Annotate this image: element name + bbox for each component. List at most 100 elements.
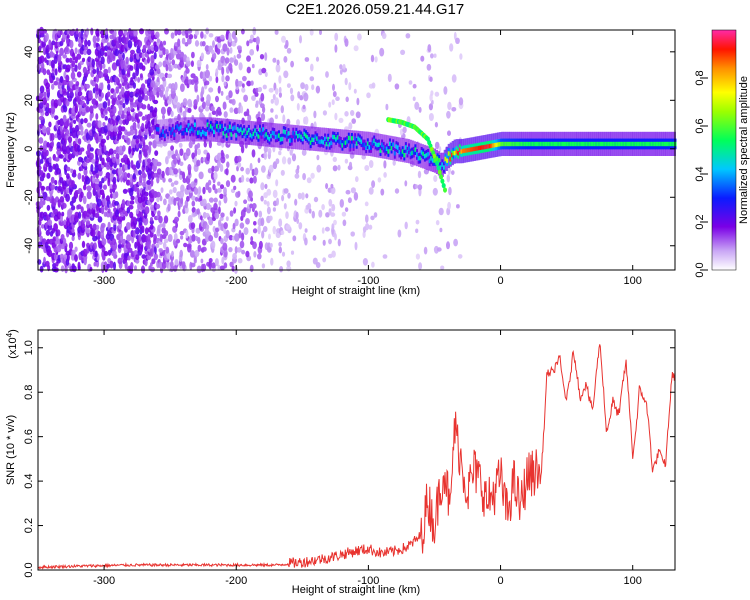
spectrogram-cell <box>245 177 250 182</box>
spectrogram-cell <box>234 59 239 66</box>
spectrogram-cell <box>295 211 299 220</box>
spectrogram-cell <box>228 37 233 43</box>
spectrogram-cell <box>56 141 61 149</box>
spectrogram-cell <box>165 86 169 93</box>
spectrogram-cell <box>75 81 80 87</box>
spectrogram-cell <box>115 152 120 160</box>
colorbar-label: Normalized spectral amplitude <box>738 76 750 224</box>
spectrogram-cell <box>239 222 245 229</box>
spectrogram-cell <box>81 240 86 248</box>
spectrogram-cell <box>132 82 136 89</box>
spectrogram-cell <box>208 197 214 203</box>
spectrogram-cell <box>161 170 165 179</box>
spectrogram-cell <box>87 56 92 63</box>
spectrogram-cell <box>449 43 454 52</box>
spectrogram-cell <box>157 210 161 217</box>
spectrogram-cell <box>427 44 432 53</box>
spectrogram-cell <box>78 211 82 219</box>
spectrogram-cell <box>71 107 75 114</box>
spectrogram-cell <box>91 98 97 105</box>
spectrogram-cell <box>46 59 50 66</box>
x-tick-label: 100 <box>624 575 642 587</box>
spectrogram-cell <box>112 118 116 127</box>
spectrogram-cell <box>408 80 413 85</box>
spectrogram-cell <box>354 241 358 251</box>
spectrogram-cell <box>290 94 295 102</box>
spectrogram-cell <box>309 76 315 82</box>
spectrogram-cell <box>86 122 92 128</box>
spectrogram-cell <box>296 165 300 171</box>
spectrogram-cell <box>100 30 105 36</box>
spectrogram-cell <box>243 199 248 204</box>
spectrogram-cell <box>252 26 257 36</box>
spectrogram-cell <box>103 184 107 190</box>
x-tick-label: -200 <box>225 275 247 287</box>
spectrogram-cell <box>175 149 178 157</box>
spectrogram-cell <box>50 72 55 79</box>
spectrogram-cell <box>67 136 73 144</box>
spectrogram-cell <box>186 243 192 249</box>
spectrogram-cell <box>80 147 85 152</box>
spectrogram-cell <box>237 155 242 163</box>
spectrogram-cell <box>208 235 214 242</box>
spectrogram-cell <box>268 87 274 93</box>
spectrogram-cell <box>77 261 81 270</box>
spectrogram-cell <box>221 74 225 83</box>
spectrogram-ridge-core <box>350 136 353 141</box>
spectrogram-cell <box>83 117 88 124</box>
spectrogram-cell <box>201 101 206 110</box>
spectrogram-cell <box>194 83 198 92</box>
spectrogram-cell <box>368 224 373 230</box>
spectrogram-cell <box>111 238 117 246</box>
spectrogram-cell <box>111 250 117 256</box>
spectrogram-cell <box>394 83 400 90</box>
spectrogram-cell <box>198 171 204 180</box>
spectrogram-cell <box>82 162 88 167</box>
spectrogram-cell <box>225 216 229 222</box>
spectrogram-ridge-core <box>287 131 290 136</box>
spectrogram-cell <box>262 226 268 233</box>
spectrogram-cell <box>202 198 207 207</box>
spectrogram-cell <box>215 76 219 84</box>
spectrogram-cell <box>169 260 174 268</box>
spectrogram-cell <box>249 203 254 209</box>
spectrogram-cell <box>62 114 67 123</box>
spectrogram-cell <box>120 175 123 183</box>
colorbar-gradient <box>711 29 737 271</box>
spectrogram-cell <box>257 111 261 117</box>
spectrogram-cell <box>95 28 100 37</box>
spectrogram-cell <box>356 97 360 106</box>
spectrogram-cell <box>219 184 225 190</box>
spectrogram-cell <box>67 153 73 161</box>
spectrogram-cell <box>169 266 174 273</box>
spectrogram-cell <box>278 75 282 84</box>
spectrogram-cell <box>202 186 206 195</box>
spectrogram-cell <box>103 162 107 168</box>
spectrogram-cell <box>226 47 230 56</box>
spectrogram-cell <box>106 135 110 141</box>
spectrogram-cell <box>220 238 224 245</box>
spectrogram-cell <box>451 170 455 176</box>
spectrogram-cell <box>252 175 257 184</box>
spectrogram-cell <box>111 169 117 175</box>
spectrogram-cell <box>237 80 243 87</box>
spectrogram-cell <box>45 126 51 134</box>
spectrogram-cell <box>312 257 318 265</box>
spectrogram-cell <box>311 210 315 219</box>
spectrogram-cell <box>263 151 268 160</box>
spectrogram-cell <box>236 45 242 51</box>
spectrogram-cell <box>118 29 124 37</box>
spectrogram-cell <box>307 202 312 210</box>
spectrogram-cell <box>69 91 74 99</box>
spectrogram-cell <box>187 28 193 34</box>
spectrogram-cell <box>180 83 185 92</box>
spectrogram-cell <box>147 56 150 64</box>
spectrogram-cell <box>69 40 74 49</box>
spectrogram-ridge-core <box>233 125 236 130</box>
spectrogram-cell <box>39 55 45 64</box>
spectrogram-cell <box>170 47 174 55</box>
spectrogram-cell <box>127 90 131 98</box>
spectrogram-cell <box>165 156 169 165</box>
spectrogram-cell <box>54 179 58 186</box>
x-tick-label: -200 <box>225 575 247 587</box>
